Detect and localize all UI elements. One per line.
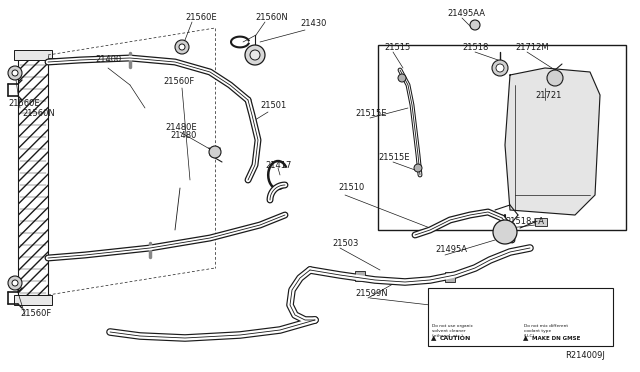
Text: ▲: ▲ [524,335,529,341]
Text: 21510: 21510 [338,183,364,192]
Circle shape [250,50,260,60]
Circle shape [175,40,189,54]
Circle shape [8,66,22,80]
Circle shape [493,220,517,244]
Bar [10,278,20,286]
Circle shape [179,44,185,50]
Circle shape [470,20,480,30]
Text: CAUTION: CAUTION [440,336,472,340]
Polygon shape [505,68,600,215]
Text: 21495A: 21495A [435,246,467,254]
Text: ▲: ▲ [431,335,436,341]
Text: 21515: 21515 [384,42,410,51]
Text: 21560N: 21560N [255,13,288,22]
Bar [428,288,613,346]
Text: MAKE DN GMSE: MAKE DN GMSE [532,336,580,340]
Text: 21430: 21430 [300,19,326,28]
Text: 21518: 21518 [462,42,488,51]
Text: 21599N: 21599N [355,289,388,298]
Text: 21400: 21400 [95,55,121,64]
Text: Do not use organic
solvent cleaner
(ethanol, etc.): Do not use organic solvent cleaner (etha… [432,324,473,339]
Text: 21480: 21480 [170,131,196,141]
Bar [535,218,547,226]
Circle shape [496,64,504,72]
Circle shape [8,276,22,290]
Text: 21515E: 21515E [378,154,410,163]
Text: 21712M: 21712M [515,42,548,51]
Circle shape [414,164,422,172]
Text: Do not mix different
coolant type
(LLC): Do not mix different coolant type (LLC) [524,324,568,339]
Text: 21495AA: 21495AA [447,9,485,17]
Text: 21560E: 21560E [8,99,40,108]
Text: 21515E: 21515E [355,109,387,118]
Text: 21560F: 21560F [163,77,195,87]
Text: R214009J: R214009J [565,350,605,359]
Text: 21417: 21417 [265,160,291,170]
Text: 21480E: 21480E [165,122,196,131]
Circle shape [398,74,406,82]
Circle shape [245,45,265,65]
Text: 21560N: 21560N [22,109,55,119]
Circle shape [12,70,18,76]
Bar [14,295,52,305]
Text: 21560E: 21560E [185,13,216,22]
Bar [445,272,455,282]
Bar [18,55,48,295]
Bar [48,58,56,64]
Text: 21503: 21503 [332,238,358,247]
Circle shape [12,280,18,286]
Bar [14,50,52,60]
Bar [10,68,20,76]
Circle shape [492,60,508,76]
Text: 21721: 21721 [535,90,561,99]
Circle shape [547,70,563,86]
Text: 21501: 21501 [260,100,286,109]
Bar [355,271,365,281]
Text: 21518+A: 21518+A [505,218,544,227]
Text: 21560F: 21560F [20,308,51,317]
Bar [378,45,626,230]
Circle shape [209,146,221,158]
